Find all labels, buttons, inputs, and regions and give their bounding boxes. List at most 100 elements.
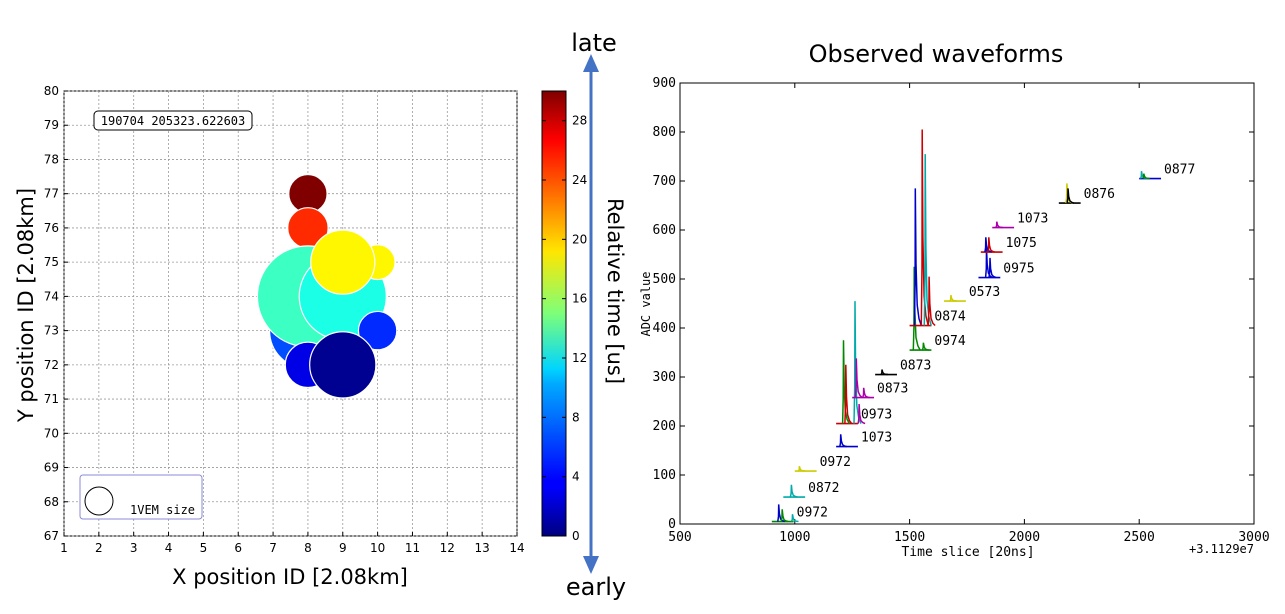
map-y-tick-label: 68 — [44, 495, 59, 509]
waveform-y-tick-label: 200 — [653, 419, 676, 434]
map-y-tick-label: 73 — [44, 324, 59, 338]
waveform-y-tick-label: 500 — [653, 272, 676, 287]
waveform-trace-group: 0573 — [944, 285, 1000, 302]
colorbar-tick-label: 24 — [572, 173, 587, 187]
waveform-pulse — [841, 340, 851, 424]
waveform-station-label: 0877 — [1164, 163, 1195, 178]
waveform-trace-group: 0972 — [771, 504, 828, 523]
colorbar-ticks: 0 4 8 12 16 20 24 28 — [542, 114, 587, 543]
waveform-trace-group: 0973 — [836, 301, 892, 425]
waveform-pulse — [984, 237, 993, 253]
map-x-ticks: 1 2 3 4 5 6 7 8 9 10 11 12 13 14 — [60, 532, 525, 555]
colorbar-early-label: early — [566, 573, 626, 601]
map-x-tick-label: 11 — [405, 541, 420, 555]
waveform-x-axis-label: Time slice [20ns] — [901, 545, 1034, 560]
time-arrow-up-head — [583, 54, 599, 72]
map-y-tick-label: 67 — [44, 529, 59, 543]
waveform-pulse — [920, 129, 929, 326]
waveform-pulse — [857, 403, 866, 425]
map-x-tick-label: 13 — [475, 541, 490, 555]
waveform-x-tick-label: 2500 — [1124, 530, 1155, 545]
waveform-trace-group: 0876 — [1058, 183, 1115, 204]
map-y-tick-label: 78 — [44, 152, 59, 166]
map-x-tick-label: 5 — [200, 541, 208, 555]
waveform-title: Observed waveforms — [809, 40, 1064, 68]
map-x-tick-label: 6 — [234, 541, 242, 555]
waveform-station-label: 0876 — [1084, 187, 1115, 202]
size-legend-label: 1VEM size — [130, 503, 195, 517]
waveform-pulse — [777, 504, 785, 523]
waveform-trace-group: 0873 — [875, 359, 931, 376]
map-y-tick-label: 69 — [44, 461, 59, 475]
map-points — [256, 173, 398, 399]
waveform-trace-group: 0972 — [794, 455, 851, 472]
station-point — [309, 331, 377, 399]
map-x-tick-label: 4 — [165, 541, 173, 555]
waveform-station-label: 0975 — [1003, 262, 1034, 277]
waveform-pulse — [927, 276, 936, 327]
waveform-offset-text: +3.1129e7 — [1189, 542, 1254, 556]
map-y-tick-label: 77 — [44, 187, 59, 201]
colorbar-tick-label: 8 — [572, 410, 580, 424]
waveform-pulse — [988, 257, 997, 279]
map-y-tick-label: 79 — [44, 118, 59, 132]
waveform-pulse — [1066, 188, 1075, 204]
waveform-station-label: 0972 — [820, 455, 851, 470]
colorbar-tick-label: 0 — [572, 529, 580, 543]
waveform-station-label: 0874 — [934, 310, 965, 325]
station-point — [357, 310, 398, 351]
map-y-tick-label: 71 — [44, 392, 59, 406]
waveform-trace-group: 0877 — [1139, 163, 1195, 180]
waveform-y-tick-label: 100 — [653, 468, 676, 483]
waveform-pulse — [839, 434, 847, 448]
waveform-pulse — [789, 484, 798, 498]
waveform-trace-group: 0872 — [783, 481, 839, 498]
map-grid — [63, 90, 518, 537]
colorbar-tick-label: 20 — [572, 232, 587, 246]
map-y-tick-label: 72 — [44, 358, 59, 372]
event-label-box — [93, 110, 253, 131]
size-legend-circle — [84, 486, 114, 516]
map-x-tick-label: 7 — [269, 541, 277, 555]
waveform-pulse — [949, 295, 957, 302]
waveform-pulse — [995, 221, 1003, 229]
waveform-pulse — [797, 466, 806, 472]
waveform-station-label: 0872 — [808, 481, 839, 496]
waveform-station-label: 0873 — [877, 382, 908, 397]
colorbar-tick-label: 12 — [572, 351, 587, 365]
waveform-ticks: 500 1000 1500 2000 2500 3000 0 100 200 300 400 500 6… — [653, 76, 1270, 545]
colorbar-late-label: late — [571, 29, 617, 57]
waveform-chart: Observed waveforms 500 1000 1500 2000 2500 30… — [639, 40, 1270, 560]
map-y-tick-label: 80 — [44, 84, 59, 98]
colorbar-label: Relative time [us] — [603, 198, 627, 384]
waveform-pulse — [987, 237, 996, 253]
map-y-tick-label: 74 — [44, 289, 59, 303]
waveform-station-label: 0973 — [861, 408, 892, 423]
waveform-x-tick-label: 1500 — [894, 530, 925, 545]
waveform-y-tick-label: 600 — [653, 223, 676, 238]
waveform-trace-group: 1073 — [992, 212, 1048, 229]
waveform-pulse — [984, 248, 993, 279]
waveform-trace-group: 1075 — [980, 236, 1037, 253]
waveform-pulse — [921, 342, 930, 351]
waveform-x-tick-label: 2000 — [1009, 530, 1040, 545]
map-x-tick-label: 12 — [440, 541, 455, 555]
waveform-y-tick-label: 700 — [653, 174, 676, 189]
waveform-pulse — [780, 509, 789, 523]
waveform-y-axis-label: ADC value — [639, 271, 653, 336]
map-x-tick-label: 10 — [370, 541, 385, 555]
colorbar-tick-label: 4 — [572, 470, 580, 484]
waveform-pulse — [862, 387, 870, 399]
time-arrow-down-head — [583, 556, 599, 574]
waveform-pulse — [880, 369, 889, 376]
station-point — [288, 173, 328, 214]
waveform-x-tick-label: 1000 — [779, 530, 810, 545]
map-y-ticks: 67 68 69 70 71 72 73 74 75 76 77 78 79 80 — [44, 84, 68, 543]
waveform-trace-group: 0873 — [852, 358, 908, 399]
waveform-pulse — [1142, 173, 1150, 180]
waveform-station-label: 1073 — [861, 431, 892, 446]
map-x-axis-label: X position ID [2.08km] — [172, 565, 408, 589]
map-x-tick-label: 3 — [130, 541, 138, 555]
map-x-tick-label: 1 — [60, 541, 68, 555]
